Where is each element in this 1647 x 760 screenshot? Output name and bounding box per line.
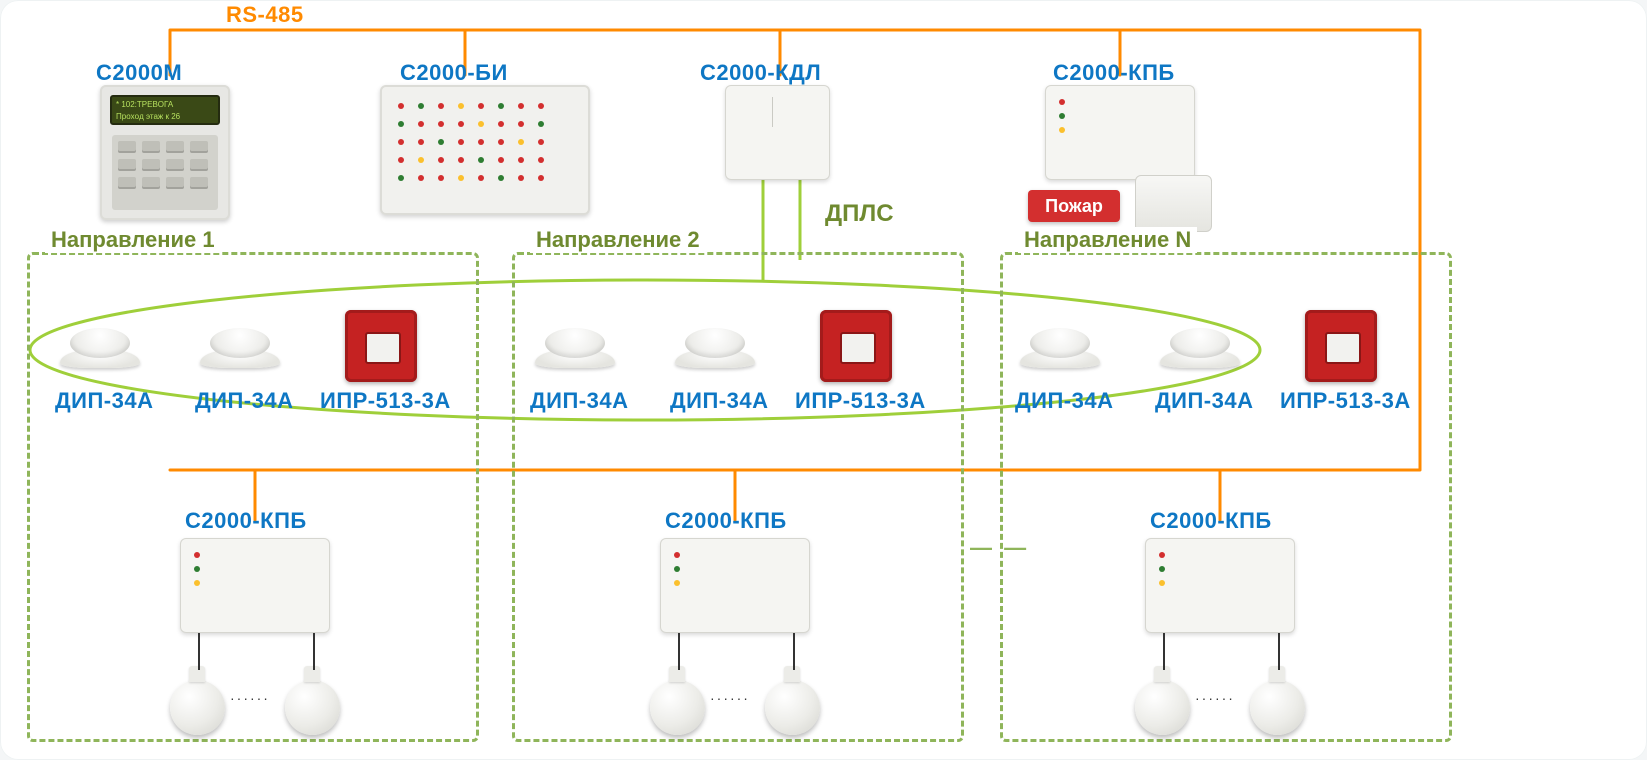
label-ipr513: ИПР-513-3А xyxy=(1280,388,1411,414)
wire xyxy=(1278,633,1280,670)
label-c2000-kpb-bottom: С2000-КПБ xyxy=(185,508,307,534)
smoke-detector xyxy=(535,320,615,368)
pozhar-indicator: Пожар xyxy=(1028,190,1120,222)
smoke-detector xyxy=(675,320,755,368)
direction-n-title: Направление N xyxy=(1018,227,1197,253)
label-dip34a: ДИП-34А xyxy=(195,388,293,414)
wire xyxy=(793,633,795,670)
smoke-detector xyxy=(60,320,140,368)
label-c2000-kpb-bottom: С2000-КПБ xyxy=(665,508,787,534)
diagram-canvas: RS-485 ДПЛС С2000М * 102:TPEBOГАПpoxoд э… xyxy=(0,0,1647,760)
label-c2000-kpb-top: С2000-КПБ xyxy=(1053,60,1175,86)
c2000m-keypad xyxy=(112,135,218,210)
device-c2000-kpb-bottom xyxy=(660,538,810,633)
ellipsis-icon: ······ xyxy=(230,690,270,706)
c2000m-lcd: * 102:TPEBOГАПpoxoд этаж к 26 xyxy=(110,95,220,125)
device-c2000-bi xyxy=(380,85,590,215)
ellipsis-icon: ······ xyxy=(1195,690,1235,706)
device-c2000m: * 102:TPEBOГАПpoxoд этаж к 26 xyxy=(100,85,230,220)
label-dip34a: ДИП-34А xyxy=(530,388,628,414)
device-c2000-kpb-bottom xyxy=(1145,538,1295,633)
wire xyxy=(313,633,315,670)
label-c2000m: С2000М xyxy=(96,60,182,86)
ellipsis-between-directions: — — xyxy=(970,535,1029,561)
label-c2000-kpb-bottom: С2000-КПБ xyxy=(1150,508,1272,534)
extinguisher-module xyxy=(170,680,225,735)
rs485-label: RS-485 xyxy=(226,2,304,28)
label-c2000-kdl: С2000-КДЛ xyxy=(700,60,821,86)
smoke-detector xyxy=(200,320,280,368)
manual-call-point xyxy=(820,310,892,382)
device-siren xyxy=(1135,175,1212,232)
device-c2000-kpb-top xyxy=(1045,85,1195,180)
label-dip34a: ДИП-34А xyxy=(55,388,153,414)
extinguisher-module xyxy=(1250,680,1305,735)
smoke-detector xyxy=(1160,320,1240,368)
label-c2000-bi: С2000-БИ xyxy=(400,60,508,86)
extinguisher-module xyxy=(1135,680,1190,735)
label-dip34a: ДИП-34А xyxy=(670,388,768,414)
label-dip34a: ДИП-34А xyxy=(1015,388,1113,414)
smoke-detector xyxy=(1020,320,1100,368)
extinguisher-module xyxy=(285,680,340,735)
ellipsis-icon: ······ xyxy=(710,690,750,706)
direction-2-title: Направление 2 xyxy=(530,227,706,253)
manual-call-point xyxy=(345,310,417,382)
label-ipr513: ИПР-513-3А xyxy=(795,388,926,414)
wire xyxy=(1163,633,1165,670)
manual-call-point xyxy=(1305,310,1377,382)
extinguisher-module xyxy=(765,680,820,735)
device-c2000-kpb-bottom xyxy=(180,538,330,633)
direction-1-title: Направление 1 xyxy=(45,227,221,253)
bi-led-grid xyxy=(398,103,572,197)
dpls-label: ДПЛС xyxy=(825,200,894,228)
label-dip34a: ДИП-34А xyxy=(1155,388,1253,414)
wire xyxy=(678,633,680,670)
extinguisher-module xyxy=(650,680,705,735)
device-c2000-kdl xyxy=(725,85,830,180)
wire xyxy=(198,633,200,670)
label-ipr513: ИПР-513-3А xyxy=(320,388,451,414)
